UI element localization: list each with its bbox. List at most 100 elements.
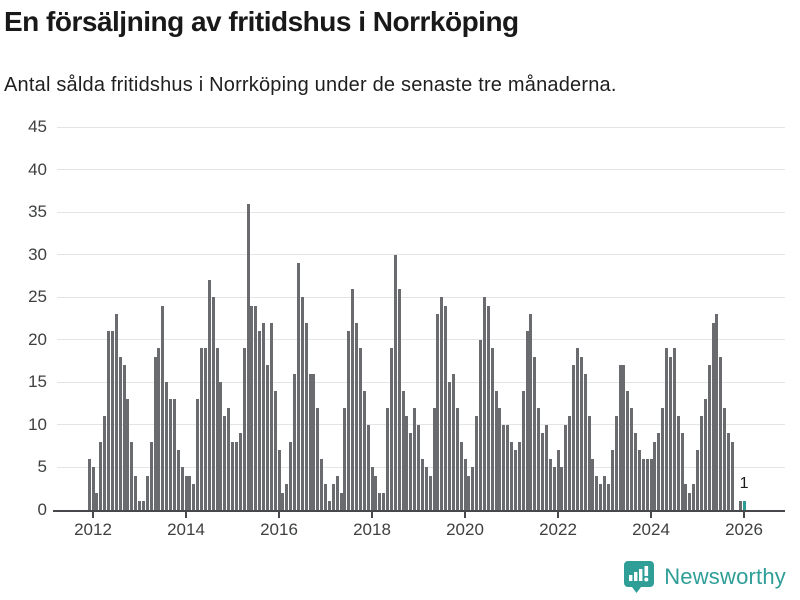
bar: [331, 484, 335, 510]
bar: [603, 475, 607, 510]
bar: [696, 450, 700, 510]
x-axis-label-2020: 2020: [446, 520, 484, 539]
bar: [184, 475, 188, 510]
bar: [657, 433, 661, 510]
bar: [300, 297, 304, 510]
bar: [285, 484, 289, 510]
bar: [378, 492, 382, 510]
bar: [692, 484, 696, 510]
bar: [510, 441, 514, 510]
bar: [665, 348, 669, 510]
bar: [432, 407, 436, 510]
bar: [370, 467, 374, 510]
bar: [622, 365, 626, 510]
x-axis-label-2022: 2022: [539, 520, 577, 539]
bar: [327, 501, 331, 510]
bar: [560, 467, 564, 510]
bar: [420, 458, 424, 510]
bar: [141, 501, 145, 510]
gridline-15: [57, 381, 785, 383]
bar: [711, 322, 715, 510]
bar: [114, 314, 118, 510]
x-axis-tick-2012: [92, 512, 94, 518]
bar: [145, 475, 149, 510]
bar: [358, 348, 362, 510]
bar: [227, 407, 231, 510]
bar: [668, 356, 672, 510]
bar: [219, 382, 223, 510]
bar: [91, 467, 95, 510]
bar: [591, 458, 595, 510]
bar: [428, 475, 432, 510]
bar: [265, 365, 269, 510]
bar: [386, 407, 390, 510]
bar: [382, 492, 386, 510]
bar: [610, 450, 614, 510]
bar: [583, 373, 587, 510]
x-axis-label-2026: 2026: [725, 520, 763, 539]
y-axis-label-15: 15: [28, 372, 47, 392]
bar: [525, 331, 529, 510]
x-axis-tick-2022: [557, 512, 559, 518]
bar: [165, 382, 169, 510]
bar: [401, 390, 405, 510]
bar: [95, 492, 99, 510]
bar: [277, 450, 281, 510]
bar: [169, 399, 173, 510]
bar: [455, 407, 459, 510]
bar: [273, 390, 277, 510]
bar: [645, 458, 649, 510]
bar: [296, 263, 300, 510]
gridline-10: [57, 424, 785, 426]
last-value-label: 1: [739, 475, 749, 493]
bar: [343, 407, 347, 510]
bar: [242, 348, 246, 510]
bar: [699, 416, 703, 510]
bar: [397, 288, 401, 510]
gridline-20: [57, 339, 785, 341]
gridline-45: [57, 126, 785, 128]
bar: [494, 390, 498, 510]
bar: [87, 458, 91, 510]
chart-subtitle: Antal sålda fritidshus i Norrköping unde…: [4, 74, 617, 96]
bar: [541, 433, 545, 510]
bar: [552, 467, 556, 510]
bar: [118, 356, 122, 510]
bar: [99, 441, 103, 510]
bar: [293, 373, 297, 510]
bar: [188, 475, 192, 510]
bar: [335, 475, 339, 510]
x-axis-label-2014: 2014: [167, 520, 205, 539]
bar: [176, 450, 180, 510]
bar: [719, 356, 723, 510]
bar: [110, 331, 114, 510]
bar: [595, 475, 599, 510]
bar: [680, 433, 684, 510]
x-axis-tick-2014: [185, 512, 187, 518]
bar: [479, 339, 483, 510]
bar: [269, 322, 273, 510]
bar: [192, 484, 196, 510]
y-axis-label-10: 10: [28, 414, 47, 434]
bar: [579, 356, 583, 510]
bar: [448, 382, 452, 510]
bar: [564, 424, 568, 510]
bar: [513, 450, 517, 510]
bar: [521, 390, 525, 510]
bar: [556, 450, 560, 510]
bar: [231, 441, 235, 510]
bar: [688, 492, 692, 510]
bar: [517, 441, 521, 510]
bar: [130, 441, 134, 510]
gridline-25: [57, 296, 785, 298]
bar: [339, 492, 343, 510]
bar: [548, 458, 552, 510]
bar: [200, 348, 204, 510]
bar: [149, 441, 153, 510]
bar: [575, 348, 579, 510]
gridline-40: [57, 169, 785, 171]
bar: [126, 399, 130, 510]
bar: [676, 416, 680, 510]
bar: [533, 356, 537, 510]
bar: [157, 348, 161, 510]
